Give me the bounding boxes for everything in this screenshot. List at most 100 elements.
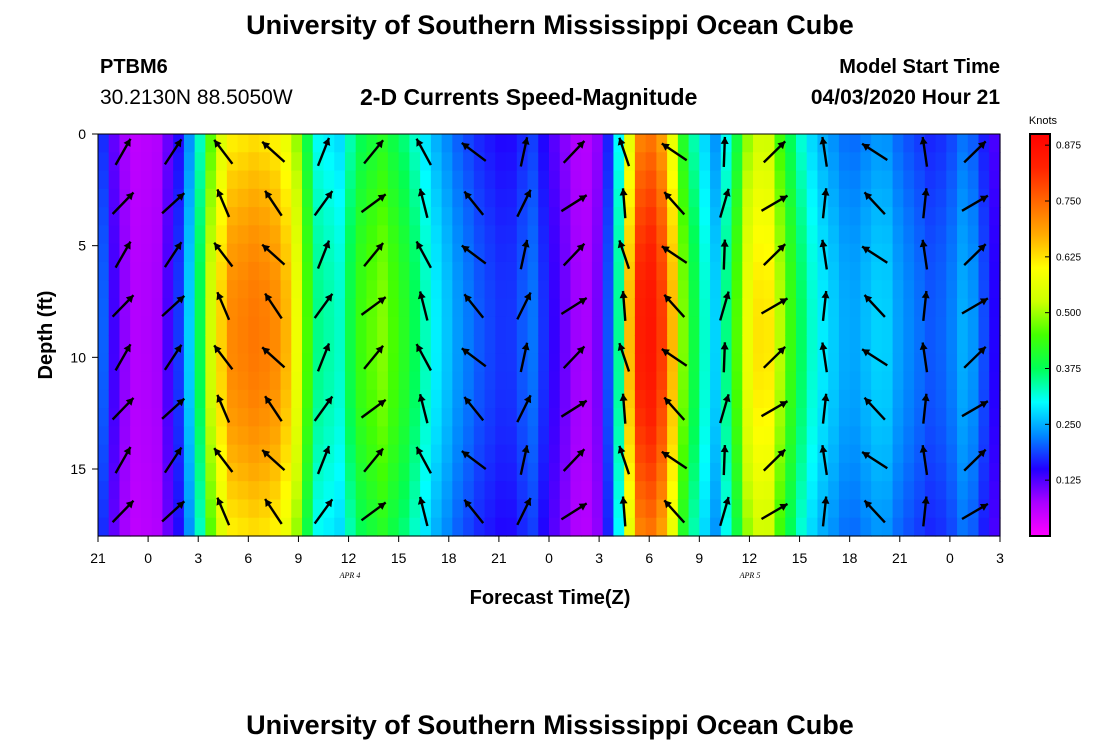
heatmap-cell [538,444,550,464]
heatmap-cell [194,335,206,354]
colorbar-tick-label: 0.625 [1056,252,1081,263]
x-tick-label: 12 [742,550,758,566]
current-arrow [261,140,286,163]
heatmap-cell [549,462,561,482]
heatmap-cell [506,408,518,427]
heatmap-cell [710,371,722,391]
heatmap-cell [151,499,164,519]
heatmap-cell [430,225,443,245]
heatmap-cell [591,408,604,427]
heatmap-cell [151,170,164,190]
heatmap-cell [323,188,335,208]
heatmap-cell [742,243,754,263]
heatmap-cell [312,225,325,245]
current-arrow [161,500,186,523]
heatmap-cell [269,408,282,427]
heatmap-cell [591,371,604,391]
heatmap-cell [527,462,539,482]
heatmap-cell [699,225,711,245]
heatmap-cell [624,207,636,226]
heatmap-cell [688,225,700,245]
heatmap-cell [280,316,292,336]
current-arrow [313,395,334,422]
heatmap-cell [430,134,443,153]
heatmap-cell [570,335,582,354]
heatmap-cell [151,462,164,482]
heatmap-cell [957,481,969,501]
heatmap-cell [516,280,529,300]
heatmap-cell [506,353,518,373]
heatmap-cell [989,316,1001,336]
heatmap-cell [838,389,851,409]
heatmap-cell [731,152,743,172]
heatmap-cell [817,280,829,300]
heatmap-cell [119,517,131,537]
heatmap-cell [559,261,572,281]
heatmap-cell [473,517,486,537]
current-arrow [463,498,485,524]
heatmap-cell [656,261,668,281]
heatmap-cell [989,280,1001,300]
heatmap-cell [624,371,636,391]
heatmap-cell [838,335,851,354]
heatmap-cell [280,188,292,208]
heatmap-cell [957,426,969,446]
heatmap-cell [549,408,561,427]
heatmap-cell [269,462,282,482]
y-tick-label: 5 [78,238,86,254]
heatmap-cell [774,389,786,409]
heatmap-cell [613,298,625,318]
heatmap-cell [280,243,292,263]
heatmap-cell [989,462,1001,482]
heatmap-cell [409,188,421,208]
heatmap-cell [237,280,249,300]
heatmap-cell [677,481,690,501]
heatmap-cell [860,408,872,427]
current-arrow [463,396,485,422]
heatmap-cell [302,371,314,391]
heatmap-cell [549,335,561,354]
current-arrow [762,140,787,164]
heatmap-cell [463,316,475,336]
heatmap-cell [409,207,421,226]
heatmap-cell [828,261,840,281]
heatmap-cell [581,280,593,300]
heatmap-cell [420,444,432,464]
heatmap-cell [205,462,217,482]
heatmap-cell [377,298,389,318]
heatmap-cell [613,207,625,226]
heatmap-cell [688,207,700,226]
heatmap-cell [140,444,153,464]
heatmap-cell [516,499,529,519]
heatmap-cell [624,152,636,172]
heatmap-cell [377,517,389,537]
heatmap-cell [881,316,894,336]
heatmap-cell [237,207,249,226]
heatmap-cell [763,170,776,190]
heatmap-cell [194,298,206,318]
heatmap-cell [334,481,346,501]
heatmap-cell [710,188,722,208]
current-arrow [560,194,588,213]
heatmap-cell [398,335,411,354]
heatmap-cell [538,188,550,208]
heatmap-cell [613,371,625,391]
heatmap-cell [957,298,969,318]
heatmap-cell [463,353,475,373]
heatmap-cell [656,408,668,427]
current-arrow [819,445,828,476]
heatmap-cell [881,389,894,409]
heatmap-cell [677,335,690,354]
heatmap-cell [226,499,239,519]
heatmap-cell [613,444,625,464]
heatmap-cell [119,316,131,336]
heatmap-cell [667,426,679,446]
heatmap-cell [881,225,894,245]
heatmap-cell [334,462,346,482]
heatmap-cell [162,444,174,464]
heatmap-cell [978,243,990,263]
heatmap-cell [484,225,496,245]
heatmap-cell [763,280,776,300]
heatmap-cell [280,353,292,373]
heatmap-cell [194,261,206,281]
